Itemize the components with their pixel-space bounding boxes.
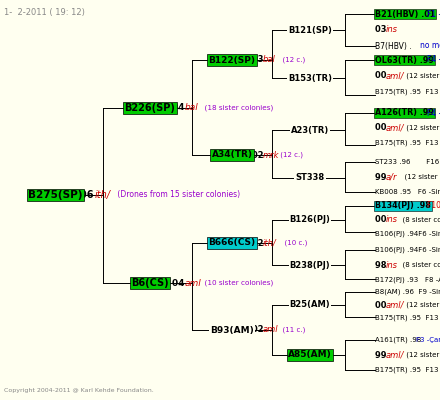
Text: KB008 .95   F6 -SinopEgg86R: KB008 .95 F6 -SinopEgg86R [375,189,440,195]
Text: A126(TR) .99: A126(TR) .99 [375,108,434,118]
Text: ST233 .96       F16 -Sinop62R: ST233 .96 F16 -Sinop62R [375,159,440,165]
Text: B172(PJ) .93   F8 -AthosS+80R: B172(PJ) .93 F8 -AthosS+80R [375,277,440,283]
Text: (10 c.): (10 c.) [280,240,308,246]
Text: 04: 04 [172,278,187,288]
Text: A161(TR) .98: A161(TR) .98 [375,337,421,343]
Text: ins: ins [386,216,398,224]
Text: 99: 99 [375,172,389,182]
Text: B106(PJ) .94F6 -SinopEgg86R: B106(PJ) .94F6 -SinopEgg86R [375,247,440,253]
Text: 02: 02 [252,238,267,248]
Text: (12 c.): (12 c.) [278,57,305,63]
Text: 04: 04 [172,104,187,112]
Text: B275(SP): B275(SP) [28,190,82,200]
Text: (Drones from 15 sister colonies): (Drones from 15 sister colonies) [115,190,240,200]
Text: 02: 02 [252,326,267,334]
Text: 03: 03 [252,56,266,64]
Text: B238(PJ): B238(PJ) [290,260,330,270]
Text: B121(SP): B121(SP) [288,26,332,34]
Text: B175(TR) .95  F13 -Sinop72R: B175(TR) .95 F13 -Sinop72R [375,89,440,95]
Text: B8(AM) .96  F9 -SinopEgg86R: B8(AM) .96 F9 -SinopEgg86R [375,289,440,295]
Text: B126(PJ): B126(PJ) [290,216,330,224]
Text: ins: ins [386,260,398,270]
Text: (12 sister colonies): (12 sister colonies) [404,352,440,358]
Text: 99: 99 [375,350,389,360]
Text: (12 sister colonies): (12 sister colonies) [400,174,440,180]
Text: ST338: ST338 [295,174,325,182]
Text: B93(AM): B93(AM) [210,326,254,334]
Text: 02: 02 [252,150,267,160]
Text: B666(CS): B666(CS) [209,238,256,248]
Text: bal: bal [263,56,276,64]
Text: (12 sister colonies): (12 sister colonies) [404,302,440,308]
Text: aml: aml [263,326,279,334]
Text: B175(TR) .95  F13 -Sinop72R: B175(TR) .95 F13 -Sinop72R [375,315,440,321]
Text: F10 -AthosS+80R: F10 -AthosS+80R [427,202,440,210]
Text: 06: 06 [80,190,97,200]
Text: ith/: ith/ [263,238,277,248]
Text: 03: 03 [375,26,389,34]
Text: aml/: aml/ [386,72,404,80]
Text: bal: bal [185,104,199,112]
Text: 1-  2-2011 ( 19: 12): 1- 2-2011 ( 19: 12) [4,8,85,17]
Text: 00: 00 [375,124,389,132]
Text: F3 -Çankiri97R: F3 -Çankiri97R [416,337,440,343]
Text: B175(TR) .95  F13 -Sinop72R: B175(TR) .95 F13 -Sinop72R [375,367,440,373]
Text: B226(SP): B226(SP) [125,103,176,113]
Text: A23(TR): A23(TR) [291,126,329,134]
Text: (10 sister colonies): (10 sister colonies) [200,280,273,286]
Text: 00: 00 [375,216,389,224]
Text: Copyright 2004-2011 @ Karl Kehde Foundation.: Copyright 2004-2011 @ Karl Kehde Foundat… [4,388,154,393]
Text: F4 -Old_Lady: F4 -Old_Lady [427,56,440,64]
Text: aml: aml [185,278,202,288]
Text: (12 sister colonies): (12 sister colonies) [404,125,440,131]
Text: a/r: a/r [386,172,397,182]
Text: A34(TR): A34(TR) [212,150,253,160]
Text: B21(HBV) .01: B21(HBV) .01 [375,10,435,18]
Text: aml/: aml/ [386,300,404,310]
Text: OL63(TR) .99: OL63(TR) .99 [375,56,434,64]
Text: aml/: aml/ [386,350,404,360]
Text: B122(SP): B122(SP) [209,56,256,64]
Text: 00: 00 [375,72,389,80]
Text: (12 sister colonies): (12 sister colonies) [404,73,440,79]
Text: F1 -B22(EW): F1 -B22(EW) [427,10,440,18]
Text: no more: no more [420,42,440,50]
Text: (8 sister colonies): (8 sister colonies) [398,217,440,223]
Text: B6(CS): B6(CS) [131,278,169,288]
Text: B153(TR): B153(TR) [288,74,332,82]
Text: ith/: ith/ [95,190,111,200]
Text: ins: ins [386,26,398,34]
Text: B175(TR) .95  F13 -Sinop72R: B175(TR) .95 F13 -Sinop72R [375,140,440,146]
Text: (12 c.): (12 c.) [278,152,303,158]
Text: (11 c.): (11 c.) [278,327,305,333]
Text: 00: 00 [375,300,389,310]
Text: 98: 98 [375,260,389,270]
Text: F4 -Çankiri97R: F4 -Çankiri97R [427,108,440,118]
Text: B25(AM): B25(AM) [290,300,330,310]
Text: B134(PJ) .98: B134(PJ) .98 [375,202,431,210]
Text: B7(HBV) .: B7(HBV) . [375,42,412,50]
Text: (8 sister colonies): (8 sister colonies) [398,262,440,268]
Text: B106(PJ) .94F6 -SinopEgg86R: B106(PJ) .94F6 -SinopEgg86R [375,231,440,237]
Text: (18 sister colonies): (18 sister colonies) [200,105,273,111]
Text: mrk: mrk [263,150,279,160]
Text: aml/: aml/ [386,124,404,132]
Text: A85(AM): A85(AM) [288,350,332,360]
